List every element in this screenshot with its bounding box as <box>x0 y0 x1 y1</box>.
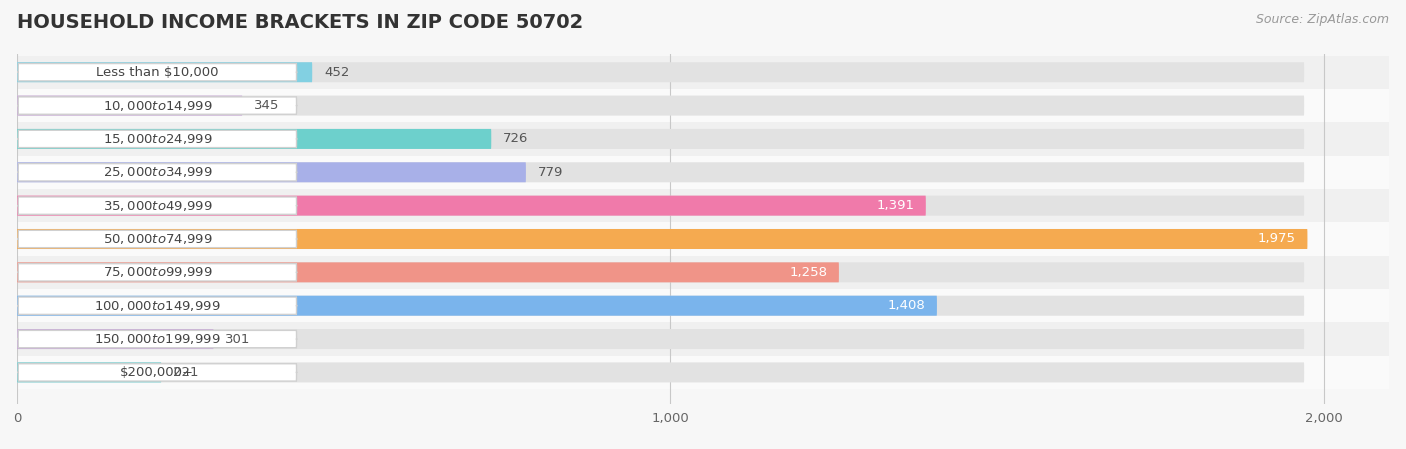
FancyBboxPatch shape <box>18 64 297 81</box>
FancyBboxPatch shape <box>17 229 1305 249</box>
FancyBboxPatch shape <box>18 364 297 381</box>
FancyBboxPatch shape <box>17 255 1389 289</box>
Text: 452: 452 <box>323 66 349 79</box>
FancyBboxPatch shape <box>18 330 297 348</box>
FancyBboxPatch shape <box>17 356 1389 389</box>
FancyBboxPatch shape <box>18 163 297 181</box>
FancyBboxPatch shape <box>17 129 1305 149</box>
FancyBboxPatch shape <box>17 162 526 182</box>
FancyBboxPatch shape <box>17 189 1389 222</box>
FancyBboxPatch shape <box>17 362 1305 383</box>
FancyBboxPatch shape <box>18 197 297 214</box>
Text: $50,000 to $74,999: $50,000 to $74,999 <box>103 232 212 246</box>
FancyBboxPatch shape <box>17 262 839 282</box>
Text: Less than $10,000: Less than $10,000 <box>96 66 218 79</box>
Text: 301: 301 <box>225 333 250 346</box>
FancyBboxPatch shape <box>17 322 1389 356</box>
FancyBboxPatch shape <box>18 97 297 114</box>
Text: $150,000 to $199,999: $150,000 to $199,999 <box>94 332 221 346</box>
Text: 726: 726 <box>503 132 529 145</box>
Text: 1,391: 1,391 <box>876 199 914 212</box>
FancyBboxPatch shape <box>17 296 1305 316</box>
Text: $200,000+: $200,000+ <box>121 366 194 379</box>
Text: 221: 221 <box>173 366 198 379</box>
Text: 1,258: 1,258 <box>789 266 827 279</box>
FancyBboxPatch shape <box>17 296 936 316</box>
Text: 1,408: 1,408 <box>887 299 925 312</box>
FancyBboxPatch shape <box>18 297 297 314</box>
FancyBboxPatch shape <box>17 262 1305 282</box>
FancyBboxPatch shape <box>17 222 1389 255</box>
Text: 345: 345 <box>254 99 280 112</box>
Text: $25,000 to $34,999: $25,000 to $34,999 <box>103 165 212 179</box>
FancyBboxPatch shape <box>17 156 1389 189</box>
Text: $100,000 to $149,999: $100,000 to $149,999 <box>94 299 221 313</box>
Text: 779: 779 <box>537 166 562 179</box>
FancyBboxPatch shape <box>17 96 242 115</box>
FancyBboxPatch shape <box>17 96 1305 115</box>
Text: HOUSEHOLD INCOME BRACKETS IN ZIP CODE 50702: HOUSEHOLD INCOME BRACKETS IN ZIP CODE 50… <box>17 13 583 32</box>
FancyBboxPatch shape <box>17 289 1389 322</box>
FancyBboxPatch shape <box>18 264 297 281</box>
FancyBboxPatch shape <box>17 196 1305 216</box>
FancyBboxPatch shape <box>17 122 1389 156</box>
Text: $10,000 to $14,999: $10,000 to $14,999 <box>103 99 212 113</box>
FancyBboxPatch shape <box>17 129 491 149</box>
Text: Source: ZipAtlas.com: Source: ZipAtlas.com <box>1256 13 1389 26</box>
FancyBboxPatch shape <box>17 62 1305 82</box>
FancyBboxPatch shape <box>17 362 162 383</box>
FancyBboxPatch shape <box>18 130 297 148</box>
FancyBboxPatch shape <box>17 162 1305 182</box>
FancyBboxPatch shape <box>17 62 312 82</box>
Text: $75,000 to $99,999: $75,000 to $99,999 <box>103 265 212 279</box>
FancyBboxPatch shape <box>17 229 1308 249</box>
FancyBboxPatch shape <box>17 329 214 349</box>
Text: 1,975: 1,975 <box>1258 233 1296 246</box>
Text: $35,000 to $49,999: $35,000 to $49,999 <box>103 198 212 213</box>
FancyBboxPatch shape <box>17 89 1389 122</box>
Text: $15,000 to $24,999: $15,000 to $24,999 <box>103 132 212 146</box>
FancyBboxPatch shape <box>18 230 297 248</box>
FancyBboxPatch shape <box>17 56 1389 89</box>
FancyBboxPatch shape <box>17 329 1305 349</box>
FancyBboxPatch shape <box>17 196 925 216</box>
